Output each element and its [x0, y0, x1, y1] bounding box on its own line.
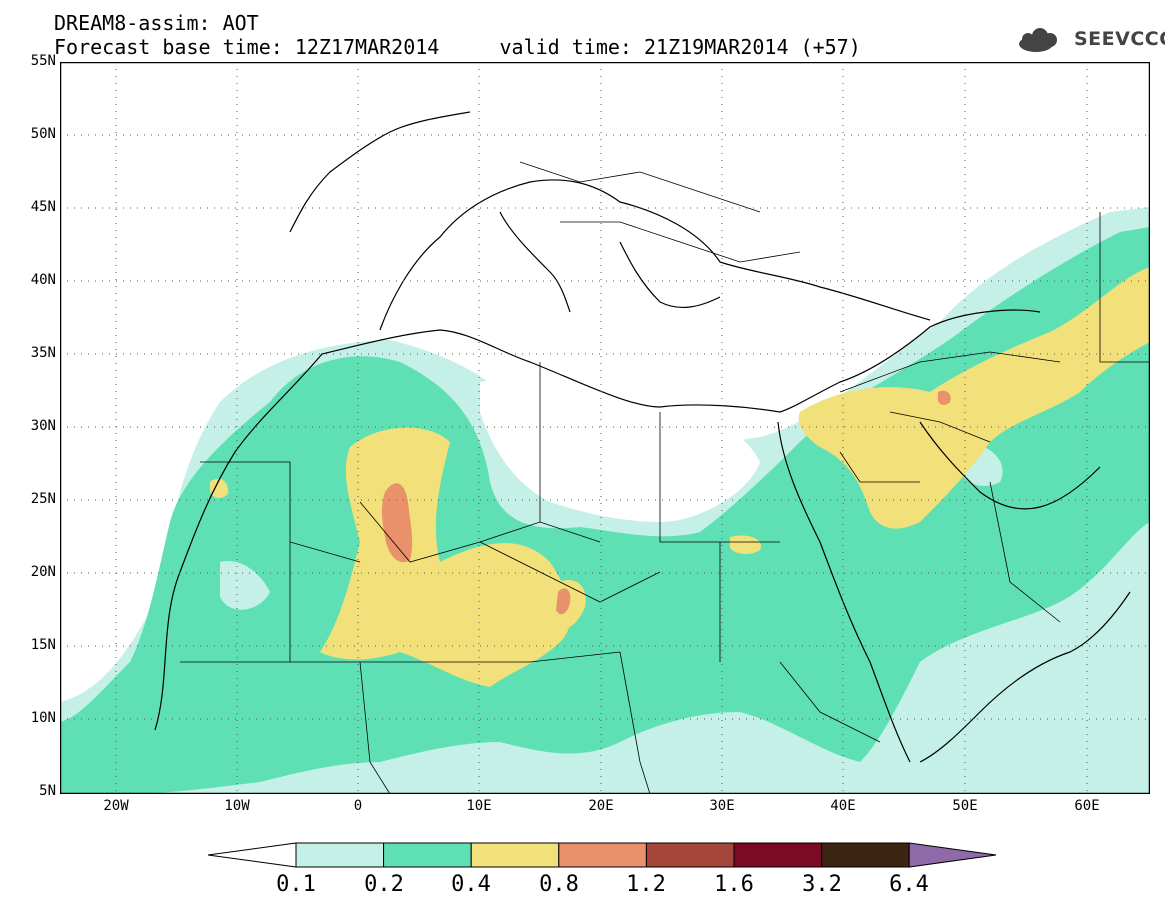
forecast-time-subtitle: Forecast base time: 12Z17MAR2014 valid t… — [54, 35, 861, 59]
country-borders — [180, 161, 1150, 794]
lat-label-20n: 20N — [30, 564, 56, 580]
lat-label-55n: 55N — [30, 53, 56, 69]
lon-label-40e: 40E — [830, 798, 856, 814]
logo-text: SEEVCCC — [1074, 28, 1165, 50]
colorbar-segment-1-6 — [733, 842, 823, 868]
colorbar — [207, 842, 997, 868]
map-frame — [60, 62, 1150, 794]
lon-label-0: 0 — [353, 798, 363, 814]
colorbar-segment-0-1 — [295, 842, 385, 868]
aot-layer-0-4 — [210, 267, 1150, 687]
lon-label-20w: 20W — [103, 798, 129, 814]
lon-label-50e: 50E — [952, 798, 978, 814]
lon-label-60e: 60E — [1074, 798, 1100, 814]
lat-label-30n: 30N — [30, 418, 56, 434]
colorbar-segment-0-4 — [470, 842, 560, 868]
lat-label-5n: 5N — [39, 783, 56, 799]
colorbar-segment-0-8 — [558, 842, 647, 868]
coastlines — [154, 111, 1131, 763]
colorbar-label-3-2: 3.2 — [802, 872, 842, 897]
colorbar-label-0-1: 0.1 — [276, 872, 316, 897]
aot-layer-0-8 — [381, 390, 951, 615]
lat-label-10n: 10N — [30, 710, 56, 726]
lat-label-50n: 50N — [30, 126, 56, 142]
colorbar-label-1-6: 1.6 — [714, 872, 754, 897]
lat-label-25n: 25N — [30, 491, 56, 507]
colorbar-label-0-4: 0.4 — [451, 872, 491, 897]
graticule — [60, 62, 1150, 794]
lon-label-10e: 10E — [466, 798, 492, 814]
lat-label-15n: 15N — [30, 637, 56, 653]
lat-label-35n: 35N — [30, 345, 56, 361]
colorbar-segment-above-6-4 — [908, 842, 997, 868]
cloud-icon — [1019, 28, 1057, 52]
lat-label-40n: 40N — [30, 272, 56, 288]
colorbar-label-1-2: 1.2 — [626, 872, 666, 897]
seevccc-logo — [1019, 28, 1057, 52]
colorbar-segment-3-2 — [821, 842, 910, 868]
map-title: DREAM8-assim: AOT — [54, 11, 259, 35]
colorbar-label-0-8: 0.8 — [539, 872, 579, 897]
aot-map — [60, 62, 1150, 794]
lat-label-45n: 45N — [30, 199, 56, 215]
colorbar-label-0-2: 0.2 — [364, 872, 404, 897]
lon-label-20e: 20E — [588, 798, 614, 814]
colorbar-label-6-4: 6.4 — [889, 872, 929, 897]
colorbar-segment-0-2 — [383, 842, 472, 868]
colorbar-segment-1-2 — [645, 842, 735, 868]
lon-label-30e: 30E — [709, 798, 735, 814]
colorbar-segment-below-0-1 — [207, 842, 297, 868]
lon-label-10w: 10W — [224, 798, 250, 814]
